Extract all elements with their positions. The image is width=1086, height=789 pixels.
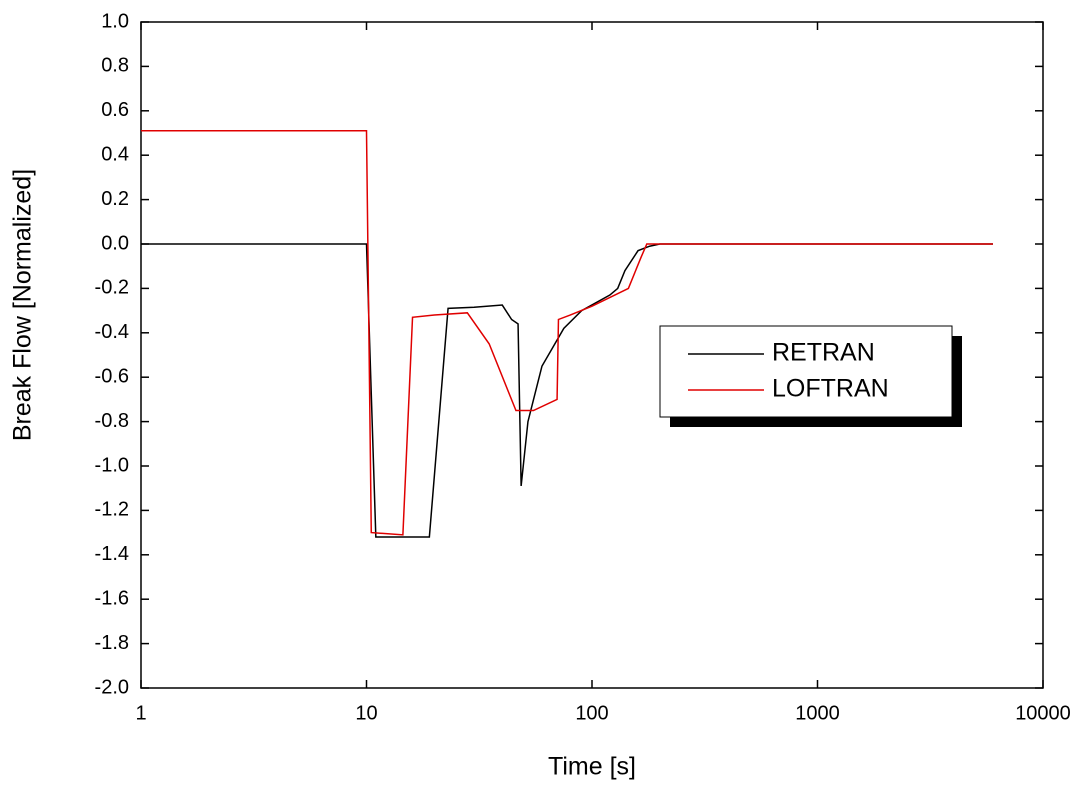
- x-tick-label: 10000: [1015, 702, 1071, 724]
- x-tick-label: 10: [355, 702, 377, 724]
- y-tick-label: 1.0: [101, 10, 129, 32]
- series-line: [141, 243, 993, 538]
- legend-label: RETRAN: [772, 339, 875, 367]
- x-tick-label: 1: [135, 702, 146, 724]
- y-axis-title: Break Flow [Normalized]: [9, 169, 37, 441]
- y-tick-label: -0.4: [95, 321, 129, 343]
- y-tick-label: -1.2: [95, 499, 129, 521]
- y-tick-label: 0.6: [101, 99, 129, 121]
- y-tick-label: -1.6: [95, 587, 129, 609]
- x-tick-label: 1000: [795, 702, 840, 724]
- y-tick-label: -2.0: [95, 676, 129, 698]
- y-tick-label: -1.4: [95, 543, 129, 565]
- y-tick-label: 0.8: [101, 55, 129, 77]
- y-tick-label: 0.4: [101, 143, 129, 165]
- y-tick-label: 0.0: [101, 232, 129, 254]
- legend-box: [659, 325, 953, 418]
- y-tick-label: -0.8: [95, 410, 129, 432]
- x-tick-label: 100: [575, 702, 608, 724]
- y-tick-label: -1.8: [95, 632, 129, 654]
- legend-label: LOFTRAN: [772, 375, 889, 403]
- series-line: [141, 130, 993, 536]
- y-tick-label: -0.6: [95, 365, 129, 387]
- y-tick-label: 0.2: [101, 188, 129, 210]
- x-axis-title: Time [s]: [548, 753, 636, 781]
- y-tick-label: -1.0: [95, 454, 129, 476]
- y-tick-label: -0.2: [95, 277, 129, 299]
